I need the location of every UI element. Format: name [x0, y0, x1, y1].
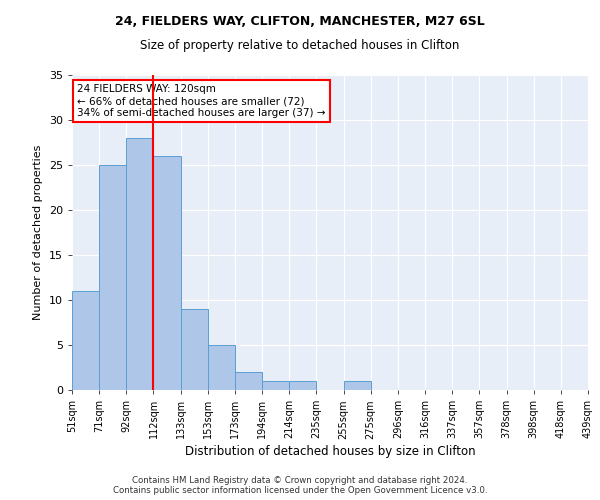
- Bar: [181, 309, 208, 390]
- Bar: [99, 165, 127, 390]
- Text: 24 FIELDERS WAY: 120sqm
← 66% of detached houses are smaller (72)
34% of semi-de: 24 FIELDERS WAY: 120sqm ← 66% of detache…: [77, 84, 326, 117]
- Bar: [262, 381, 289, 390]
- Y-axis label: Number of detached properties: Number of detached properties: [33, 145, 43, 320]
- Bar: [235, 372, 262, 390]
- X-axis label: Distribution of detached houses by size in Clifton: Distribution of detached houses by size …: [185, 446, 475, 458]
- Bar: [208, 345, 235, 390]
- Bar: [154, 156, 181, 390]
- Text: 24, FIELDERS WAY, CLIFTON, MANCHESTER, M27 6SL: 24, FIELDERS WAY, CLIFTON, MANCHESTER, M…: [115, 15, 485, 28]
- Text: Contains HM Land Registry data © Crown copyright and database right 2024.
Contai: Contains HM Land Registry data © Crown c…: [113, 476, 487, 495]
- Bar: [344, 381, 371, 390]
- Text: Size of property relative to detached houses in Clifton: Size of property relative to detached ho…: [140, 39, 460, 52]
- Bar: [289, 381, 316, 390]
- Bar: [127, 138, 154, 390]
- Bar: [72, 291, 99, 390]
